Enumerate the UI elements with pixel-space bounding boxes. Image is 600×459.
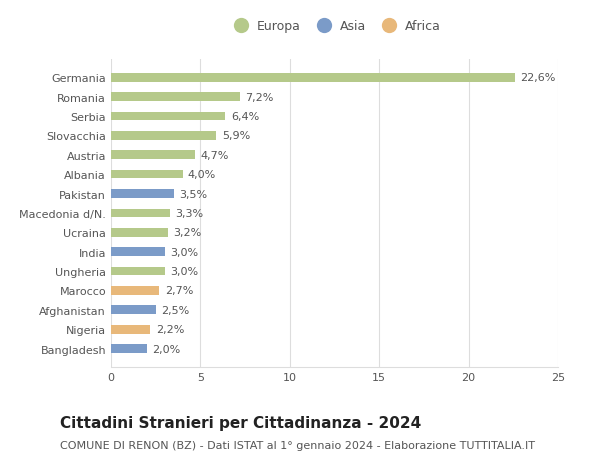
Text: 7,2%: 7,2% (245, 92, 274, 102)
Text: 3,5%: 3,5% (179, 189, 207, 199)
Text: 3,0%: 3,0% (170, 267, 198, 276)
Bar (111, 248, 164, 257)
Text: 2,5%: 2,5% (161, 305, 190, 315)
Text: 2,7%: 2,7% (164, 286, 193, 296)
Text: 3,0%: 3,0% (170, 247, 198, 257)
Bar (111, 325, 151, 334)
Text: Cittadini Stranieri per Cittadinanza - 2024: Cittadini Stranieri per Cittadinanza - 2… (60, 415, 421, 431)
Bar (111, 267, 164, 276)
Bar (111, 151, 195, 160)
Text: 2,0%: 2,0% (152, 344, 181, 354)
Bar (111, 170, 182, 179)
Text: 5,9%: 5,9% (222, 131, 250, 141)
Bar (111, 112, 226, 121)
Bar (111, 345, 147, 353)
Legend: Europa, Asia, Africa: Europa, Asia, Africa (224, 17, 445, 37)
Bar (111, 209, 170, 218)
Bar (111, 190, 173, 198)
Bar (111, 132, 217, 140)
Text: COMUNE DI RENON (BZ) - Dati ISTAT al 1° gennaio 2024 - Elaborazione TUTTITALIA.I: COMUNE DI RENON (BZ) - Dati ISTAT al 1° … (60, 440, 535, 450)
Text: 22,6%: 22,6% (520, 73, 556, 83)
Text: 6,4%: 6,4% (231, 112, 259, 122)
Text: 3,3%: 3,3% (175, 208, 203, 218)
Bar (111, 229, 168, 237)
Text: 4,0%: 4,0% (188, 170, 216, 180)
Bar (111, 93, 240, 102)
Bar (111, 306, 156, 314)
Text: 4,7%: 4,7% (200, 151, 229, 160)
Bar (111, 286, 159, 295)
Text: 3,2%: 3,2% (173, 228, 202, 238)
Bar (111, 73, 515, 82)
Text: 2,2%: 2,2% (156, 325, 184, 335)
